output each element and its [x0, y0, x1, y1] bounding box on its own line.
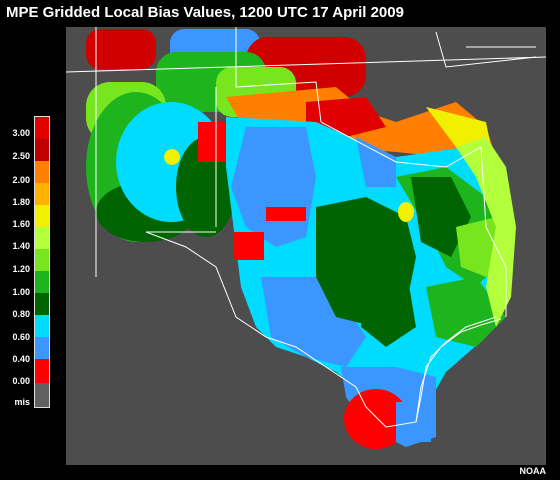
bias-patch — [426, 107, 491, 147]
legend-label: mis — [14, 397, 30, 407]
credit-label: NOAA — [519, 466, 547, 476]
legend-swatch — [35, 117, 49, 139]
legend-swatch — [35, 359, 49, 383]
bias-map — [66, 27, 546, 465]
state-boundary — [320, 121, 482, 168]
legend-label: 0.80 — [12, 309, 30, 319]
legend-label: 0.40 — [12, 354, 30, 364]
legend-label: 1.40 — [12, 241, 30, 251]
legend-label: 2.50 — [12, 151, 30, 161]
map-title: MPE Gridded Local Bias Values, 1200 UTC … — [6, 4, 404, 21]
legend-swatch — [35, 293, 49, 315]
state-boundary — [66, 56, 546, 73]
bias-patch — [456, 137, 516, 327]
bias-patch — [164, 149, 180, 165]
legend-swatch — [35, 315, 49, 337]
bias-patch — [86, 29, 156, 69]
legend-label: 1.20 — [12, 264, 30, 274]
legend-swatch — [35, 271, 49, 293]
legend-swatch — [35, 249, 49, 271]
state-boundary — [235, 27, 322, 123]
bias-patch — [266, 207, 306, 221]
state-boundary — [480, 146, 507, 317]
legend-swatch — [35, 139, 49, 161]
legend-swatch — [35, 183, 49, 205]
bias-patch — [411, 177, 471, 257]
bias-patch — [426, 277, 506, 347]
legend-label: 1.80 — [12, 197, 30, 207]
legend-swatch — [35, 205, 49, 227]
bias-patch — [234, 232, 264, 260]
bias-patch — [398, 202, 414, 222]
legend-label: 0.60 — [12, 332, 30, 342]
boundaries — [66, 27, 546, 428]
legend — [34, 116, 50, 408]
coastline — [415, 318, 502, 423]
legend-swatch — [35, 227, 49, 249]
legend-label: 1.60 — [12, 219, 30, 229]
legend-label: 2.00 — [12, 175, 30, 185]
bias-field — [86, 29, 516, 449]
bias-patch — [344, 389, 408, 449]
legend-label: 1.00 — [12, 287, 30, 297]
bias-patch — [361, 257, 416, 347]
bias-patch — [356, 137, 396, 187]
legend-swatch — [35, 383, 49, 407]
legend-label: 0.00 — [12, 376, 30, 386]
legend-label: 3.00 — [12, 128, 30, 138]
state-boundary — [435, 31, 537, 68]
legend-swatch — [35, 161, 49, 183]
legend-swatch — [35, 337, 49, 359]
